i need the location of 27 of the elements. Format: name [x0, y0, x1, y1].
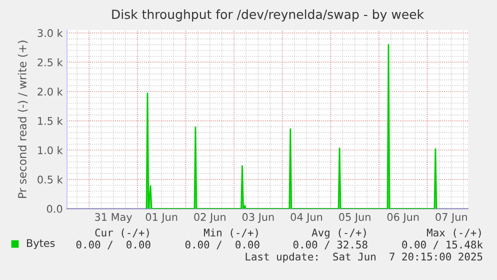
x-tick-label: 06 Jun: [387, 213, 419, 223]
text: Max (-/+): [426, 228, 481, 238]
y-tick-label: 1.0 k: [38, 146, 63, 154]
x-tick-label: 04 Jun: [290, 213, 322, 223]
y-tick-label: 3.0 k: [38, 28, 63, 38]
y-tick-label: 2.5 k: [38, 58, 63, 66]
x-tick-label: 31 May: [95, 213, 132, 223]
x-tick-label: 01 Jun: [146, 213, 178, 223]
legend-label: Bytes: [27, 239, 55, 250]
chart-title: Disk throughput for /dev/reynelda/swap - by week: [112, 9, 424, 22]
x-tick-label: 07 Jun: [436, 213, 467, 223]
text: 0.00 / 0.00: [76, 240, 150, 250]
text: 0.00 / 15.48k: [402, 240, 483, 250]
x-tick-label: 02 Jun: [194, 213, 226, 223]
text: Avg (-/+): [312, 228, 366, 239]
x-tick-label: 05 Jun: [339, 213, 370, 223]
y-tick-label: 0.5 k: [38, 175, 63, 184]
x-tick-label: 03 Jun: [242, 213, 274, 223]
y-tick-label: 2.0 k: [38, 88, 63, 96]
text: 0.00 / 0.00: [185, 240, 260, 250]
text: 0.00 / 32.58: [293, 240, 368, 250]
y-tick-label: 0.0: [46, 204, 62, 213]
y-tick-label: 1.5 k: [38, 116, 63, 125]
text: Cur (-/+): [95, 228, 149, 238]
text: Min (-/+): [204, 228, 258, 238]
y-axis-title: Pr second read (-) / write (+): [18, 40, 28, 198]
text: Last update: Sat Jun 7 20:15:00 2025: [246, 252, 482, 263]
